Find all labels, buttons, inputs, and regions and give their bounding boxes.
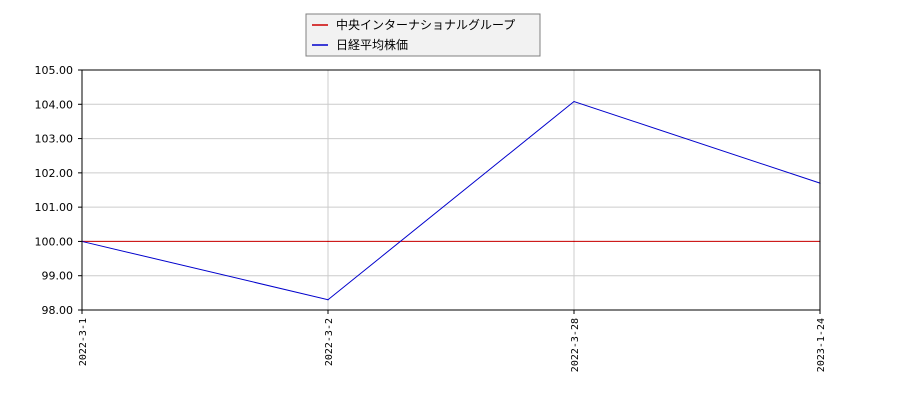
y-tick-label: 104.00 <box>35 98 74 111</box>
y-tick-label: 98.00 <box>42 304 74 317</box>
x-tick-label: 2023-1-24 <box>816 318 827 372</box>
plot-frame <box>81 69 821 311</box>
series-1-point <box>573 240 575 243</box>
legend-label-series-1: 中央インターナショナルグループ <box>336 17 515 32</box>
x-tick-label: 2022-3-2 <box>324 318 335 366</box>
series-2-point <box>327 299 329 301</box>
legend-label-series-2: 日経平均株価 <box>336 37 408 52</box>
x-tick-label: 2022-3-1 <box>78 318 89 366</box>
y-tick-label: 103.00 <box>35 133 74 146</box>
series-2-point <box>573 100 575 103</box>
axis-layer: 98.00 99.00 100.00 101.00 102.00 103.00 104.00… <box>35 64 828 372</box>
grid-layer <box>81 69 821 311</box>
series-1-point <box>327 240 329 243</box>
legend-box <box>305 13 541 57</box>
series-line-2 <box>81 100 821 301</box>
y-tick-label: 102.00 <box>35 167 74 180</box>
x-tick-label: 2022-3-28 <box>570 318 581 372</box>
y-tick-label: 100.00 <box>35 235 74 248</box>
legend: 中央インターナショナルグループ 日経平均株価 <box>305 13 541 57</box>
y-tick-label: 101.00 <box>35 201 74 214</box>
y-tick-label: 105.00 <box>35 64 74 77</box>
y-tick-label: 99.00 <box>42 270 74 283</box>
series-layer <box>81 100 821 301</box>
